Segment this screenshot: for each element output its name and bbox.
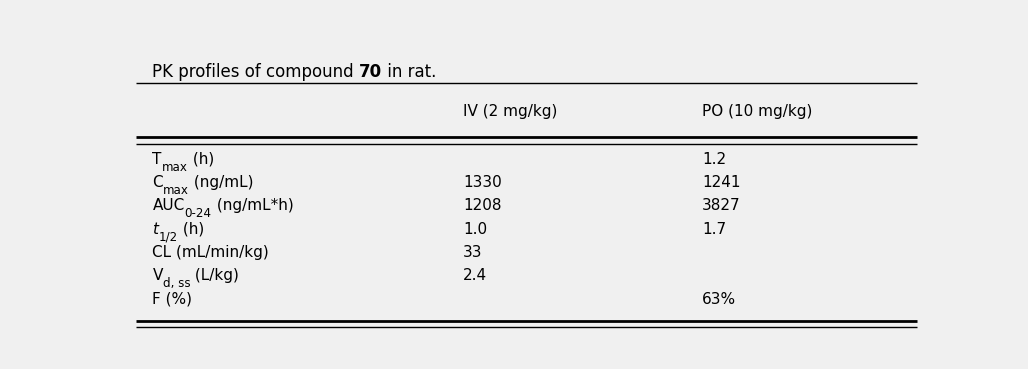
Text: (L/kg): (L/kg)	[190, 268, 240, 283]
Text: C: C	[152, 175, 163, 190]
Text: (ng/mL*h): (ng/mL*h)	[212, 199, 293, 213]
Text: 0-24: 0-24	[185, 207, 212, 220]
Text: 1.2: 1.2	[702, 152, 726, 167]
Text: d, ss: d, ss	[162, 277, 190, 290]
Text: max: max	[161, 161, 188, 174]
Text: V: V	[152, 268, 162, 283]
Text: 3827: 3827	[702, 199, 741, 213]
Text: AUC: AUC	[152, 199, 185, 213]
Text: in rat.: in rat.	[382, 63, 437, 81]
Text: CL (mL/min/kg): CL (mL/min/kg)	[152, 245, 269, 260]
Text: 70: 70	[359, 63, 382, 81]
Text: F (%): F (%)	[152, 292, 192, 307]
Text: PO (10 mg/kg): PO (10 mg/kg)	[702, 104, 812, 120]
Text: max: max	[163, 184, 189, 197]
Text: 2.4: 2.4	[463, 268, 487, 283]
Text: 1208: 1208	[463, 199, 502, 213]
Text: 1/2: 1/2	[158, 231, 178, 244]
Text: t: t	[152, 222, 158, 237]
Text: (ng/mL): (ng/mL)	[189, 175, 253, 190]
Text: IV (2 mg/kg): IV (2 mg/kg)	[463, 104, 557, 120]
Text: (h): (h)	[188, 152, 214, 167]
Text: 33: 33	[463, 245, 482, 260]
Text: 63%: 63%	[702, 292, 736, 307]
Text: T: T	[152, 152, 161, 167]
Text: PK profiles of compound: PK profiles of compound	[152, 63, 359, 81]
Text: 1330: 1330	[463, 175, 502, 190]
Text: 1.7: 1.7	[702, 222, 726, 237]
Text: (h): (h)	[178, 222, 204, 237]
Text: 1241: 1241	[702, 175, 740, 190]
Text: 1.0: 1.0	[463, 222, 487, 237]
